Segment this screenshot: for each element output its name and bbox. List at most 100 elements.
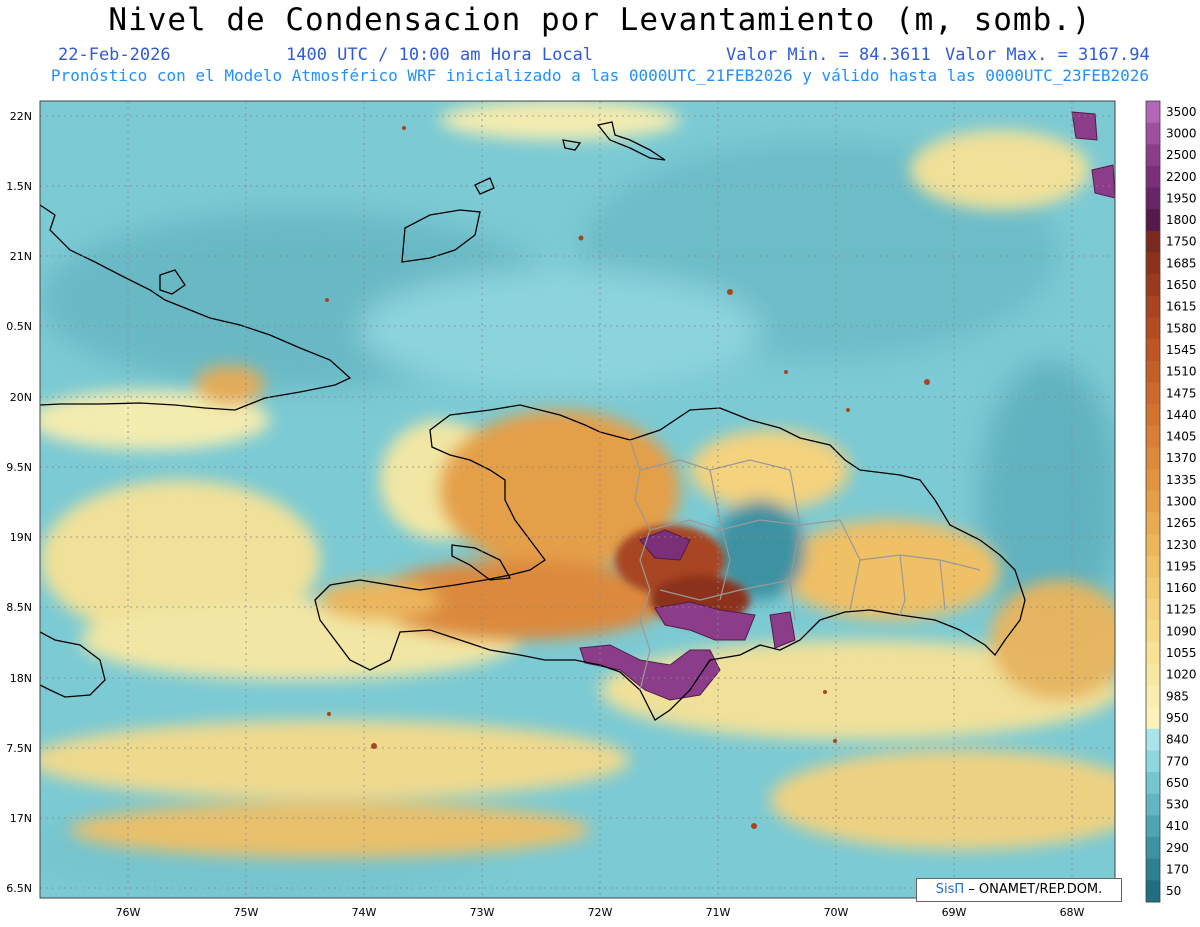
colorbar-swatch	[1146, 772, 1160, 795]
lon-label: 72W	[588, 906, 613, 919]
colorbar-swatch	[1146, 187, 1160, 210]
colorbar-label: 1615	[1166, 300, 1197, 314]
colorbar-label: 1650	[1166, 278, 1197, 292]
colorbar-label: 1265	[1166, 516, 1197, 530]
colorbar-swatch	[1146, 728, 1160, 751]
colorbar-swatch	[1146, 469, 1160, 492]
latitude-labels: 22N 1.5N 21N 0.5N 20N 9.5N 19N 8.5N 18N …	[6, 110, 32, 895]
colorbar-label: 2500	[1166, 148, 1197, 162]
colorbar-label: 1090	[1166, 624, 1197, 638]
colorbar-swatch	[1146, 533, 1160, 557]
colorbar-label: 1800	[1166, 213, 1197, 227]
colorbar-swatch	[1146, 230, 1160, 254]
colorbar-label: 1125	[1166, 603, 1197, 617]
colorbar-swatch	[1146, 642, 1160, 665]
colorbar-swatch	[1146, 382, 1160, 405]
colorbar-label: 290	[1166, 841, 1189, 855]
lat-label: 17N	[10, 812, 32, 825]
colorbar-label: 1950	[1166, 191, 1197, 205]
colorbar-label: 1750	[1166, 235, 1197, 249]
colorbar-label: 1335	[1166, 473, 1197, 487]
lon-label: 69W	[942, 906, 967, 919]
colorbar-swatch	[1146, 122, 1160, 145]
colorbar-label: 170	[1166, 863, 1189, 877]
lat-label: 21N	[10, 250, 32, 263]
colorbar-swatch	[1146, 598, 1160, 622]
forecast-date: 22-Feb-2026	[58, 45, 171, 65]
credit-box: SisΠ – ONAMET/REP.DOM.	[916, 878, 1122, 902]
colorbar-swatch	[1146, 360, 1160, 383]
lat-label: 7.5N	[6, 742, 32, 755]
coastlines	[40, 121, 1026, 721]
lat-label: 6.5N	[6, 882, 32, 895]
colorbar-label: 50	[1166, 884, 1181, 898]
lat-label: 20N	[10, 391, 32, 404]
lat-label: 22N	[10, 110, 32, 123]
colorbar-label: 1685	[1166, 256, 1197, 270]
model-subtitle: Pronóstico con el Modelo Atmosférico WRF…	[50, 66, 1150, 85]
credit-text: – ONAMET/REP.DOM.	[968, 882, 1103, 897]
colorbar-label: 1545	[1166, 343, 1197, 357]
max-contours	[579, 111, 1115, 701]
colorbar-label: 2200	[1166, 170, 1197, 184]
lat-label: 19N	[10, 531, 32, 544]
colorbar-swatch	[1146, 295, 1160, 318]
map-title: Nivel de Condensacion por Levantamiento …	[108, 2, 1092, 38]
colorbar-swatch	[1146, 577, 1160, 600]
colorbar-label: 950	[1166, 711, 1189, 725]
colorbar-swatch	[1146, 685, 1160, 708]
colorbar-label: 410	[1166, 819, 1189, 833]
colorbar-swatch	[1146, 707, 1160, 730]
colorbar-label: 1195	[1166, 559, 1197, 573]
lon-label: 76W	[116, 906, 141, 919]
colorbar-swatch	[1146, 425, 1160, 448]
lat-label: 1.5N	[6, 180, 32, 193]
colorbar-swatch	[1146, 555, 1160, 578]
colorbar-swatch	[1146, 858, 1160, 881]
colorbar-swatch	[1146, 144, 1160, 167]
colorbar-swatch	[1146, 620, 1160, 643]
lat-label: 18N	[10, 672, 32, 685]
colorbar-swatch	[1146, 880, 1160, 903]
colorbar-swatch	[1146, 339, 1160, 362]
colorbar-label: 1510	[1166, 365, 1197, 379]
lat-label: 0.5N	[6, 320, 32, 333]
lon-label: 71W	[706, 906, 731, 919]
longitude-labels: 76W 75W 74W 73W 72W 71W 70W 69W 68W	[116, 906, 1085, 919]
colorbar-label: 1300	[1166, 495, 1197, 509]
plot-frame	[39, 100, 1116, 899]
colorbar-label: 1160	[1166, 581, 1197, 595]
max-value: Valor Max. = 3167.94	[945, 45, 1150, 65]
colorbar-swatch	[1146, 793, 1160, 816]
colorbar-label: 985	[1166, 689, 1189, 703]
colorbar-label: 1020	[1166, 668, 1197, 682]
brand-logo-text: SisΠ	[935, 882, 965, 897]
forecast-time: 1400 UTC / 10:00 am Hora Local	[286, 45, 594, 65]
isolated-cells	[325, 126, 930, 829]
colorbar-swatch	[1146, 209, 1160, 232]
colorbar-swatch	[1146, 274, 1160, 297]
colorbar-label: 3000	[1166, 126, 1197, 140]
colorbar-label: 1580	[1166, 321, 1197, 335]
colorbar-label: 1230	[1166, 538, 1197, 552]
province-borders	[629, 439, 981, 691]
colorbar-label: 650	[1166, 776, 1189, 790]
colorbar-swatch	[1146, 815, 1160, 838]
colorbar-label: 1370	[1166, 451, 1197, 465]
colorbar-swatch	[1146, 447, 1160, 470]
lon-label: 75W	[234, 906, 259, 919]
colorbar-swatch	[1146, 512, 1160, 535]
colorbar-label: 530	[1166, 798, 1189, 812]
lon-label: 68W	[1060, 906, 1085, 919]
colorbar: 3500 3000 2500 2200 1950 1800 1750 1685 1650 1615…	[1145, 100, 1197, 903]
lon-label: 73W	[470, 906, 495, 919]
colorbar-label: 1405	[1166, 430, 1197, 444]
graticule	[40, 101, 1115, 898]
lcl-field	[40, 101, 1115, 898]
colorbar-label: 3500	[1166, 105, 1197, 119]
colorbar-swatch	[1146, 490, 1160, 513]
colorbar-swatch	[1146, 317, 1160, 340]
colorbar-frame	[1145, 100, 1161, 903]
lon-label: 70W	[824, 906, 849, 919]
